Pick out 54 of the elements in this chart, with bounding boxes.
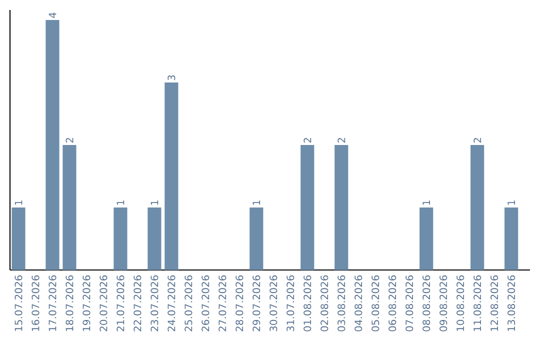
data-label: 1 <box>116 200 124 205</box>
data-label: 1 <box>508 200 515 205</box>
x-tick-label: 10.08.2026 <box>456 275 464 331</box>
bar <box>148 208 162 270</box>
x-tick-label: 04.08.2026 <box>354 275 362 332</box>
x-tick-label: 23.07.2026 <box>150 275 158 332</box>
x-tick-label: 15.07.2026 <box>14 275 22 331</box>
x-tick-label: 09.08.2026 <box>440 275 448 332</box>
x-tick-label: 11.08.2026 <box>474 275 482 331</box>
bar <box>420 208 434 270</box>
x-tick-label: 21.07.2026 <box>116 275 124 332</box>
bar <box>250 208 264 270</box>
x-tick-label: 20.07.2026 <box>100 275 108 332</box>
x-tick-label: 29.07.2026 <box>252 275 260 332</box>
x-tick-label: 31.07.2026 <box>286 275 294 332</box>
data-label: 4 <box>48 12 56 18</box>
data-label: 1 <box>252 200 260 205</box>
x-tick-label: 24.07.2026 <box>168 275 176 332</box>
x-tick-label: 03.08.2026 <box>338 275 346 332</box>
data-label: 1 <box>422 200 430 205</box>
x-tick-label: 08.08.2026 <box>422 275 430 332</box>
bar <box>12 208 26 270</box>
bar <box>114 208 128 270</box>
data-label: 2 <box>66 138 74 143</box>
data-label: 2 <box>304 138 312 143</box>
x-tick-label: 05.08.2026 <box>372 275 380 332</box>
data-label: 1 <box>150 200 158 205</box>
x-tick-label: 28.07.2026 <box>236 275 244 332</box>
x-tick-label: 26.07.2026 <box>202 275 210 332</box>
x-tick-label: 06.08.2026 <box>388 275 396 332</box>
bar <box>470 145 484 270</box>
x-tick-label: 25.07.2026 <box>184 275 192 332</box>
x-tick-label: 01.08.2026 <box>304 275 312 332</box>
x-tick-label: 22.07.2026 <box>134 275 142 332</box>
data-label: 2 <box>338 138 346 143</box>
data-label: 2 <box>474 138 482 143</box>
bar <box>62 145 76 270</box>
bar <box>46 20 60 270</box>
x-tick-label: 07.08.2026 <box>406 275 414 332</box>
x-tick-label: 02.08.2026 <box>320 275 328 332</box>
x-tick-label: 17.07.2026 <box>48 275 56 331</box>
x-tick-label: 18.07.2026 <box>66 275 74 331</box>
x-tick-label: 16.07.2026 <box>32 275 40 331</box>
data-label: 1 <box>14 200 22 205</box>
x-tick-label: 27.07.2026 <box>218 275 226 332</box>
x-tick-label: 13.08.2026 <box>508 275 516 331</box>
bar <box>504 208 518 270</box>
data-label: 3 <box>168 75 176 80</box>
x-tick-label: 19.07.2026 <box>82 275 90 331</box>
bar <box>300 145 314 270</box>
x-tick-label: 12.08.2026 <box>490 275 498 331</box>
bar <box>164 82 178 270</box>
bar <box>334 145 348 270</box>
x-tick-label: 30.07.2026 <box>270 275 278 332</box>
